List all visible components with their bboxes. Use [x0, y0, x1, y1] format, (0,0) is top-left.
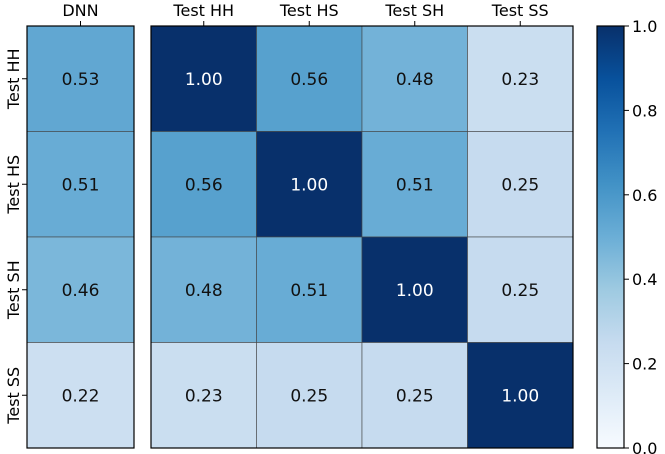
test-cell-value: 0.23	[501, 70, 539, 90]
test-cell-value: 1.00	[290, 175, 328, 195]
test-cell-test-ss-test-sh	[361, 342, 468, 449]
test-cell-test-hs-test-hs	[256, 131, 363, 238]
test-frame	[150, 25, 574, 449]
test-x-label-test-hs: Test HS	[279, 1, 339, 20]
test-cell-value: 0.56	[290, 70, 328, 90]
test-cell-test-ss-test-ss	[467, 342, 574, 449]
test-cell-test-hh-test-hh	[150, 25, 257, 132]
test-x-label-test-ss: Test SS	[491, 1, 549, 20]
test-cell-value: 0.25	[501, 175, 539, 195]
dnn-cell-value: 0.53	[62, 70, 100, 90]
test-cell-value: 0.23	[185, 386, 223, 406]
test-cell-value: 1.00	[396, 281, 434, 301]
dnn-heatmap-panel: 0.53 0.51 0.46 0.22 DNN Test HH Test HS Test SH…	[4, 1, 135, 449]
dnn-cell-test-hs-dnn	[26, 131, 135, 238]
colorbar-tick-label: 0.2	[632, 355, 657, 374]
dnn-y-label-test-hh: Test HH	[4, 48, 23, 110]
test-cell-test-hs-test-sh	[361, 131, 468, 238]
test-cell-test-sh-test-hs	[256, 236, 363, 343]
dnn-cell-value: 0.22	[62, 386, 100, 406]
test-cell-value: 0.25	[290, 386, 328, 406]
dnn-cell-value: 0.51	[62, 175, 100, 195]
test-cell-test-sh-test-sh	[361, 236, 468, 343]
dnn-y-label-test-ss: Test SS	[4, 367, 23, 425]
test-cell-value: 1.00	[185, 70, 223, 90]
colorbar-tick-label: 1.0	[632, 17, 657, 36]
dnn-y-label-test-sh: Test SH	[4, 260, 23, 320]
colorbar-tick-label: 0.4	[632, 270, 657, 289]
test-cell-test-hh-test-hs	[256, 25, 363, 132]
test-cell-test-sh-test-hh	[150, 236, 257, 343]
dnn-cell-test-sh-dnn	[26, 236, 135, 343]
test-cell-test-hh-test-ss	[467, 25, 574, 132]
test-cell-test-hh-test-sh	[361, 25, 468, 132]
colorbar-tick-label: 0.0	[632, 439, 657, 454]
test-cell-test-hs-test-ss	[467, 131, 574, 238]
test-x-label-test-hh: Test HH	[172, 1, 234, 20]
test-cell-value: 0.48	[396, 70, 434, 90]
test-cell-value: 0.48	[185, 281, 223, 301]
test-cell-test-sh-test-ss	[467, 236, 574, 343]
colorbar-tick-label: 0.6	[632, 186, 657, 205]
test-cell-value: 1.00	[501, 386, 539, 406]
test-cell-value: 0.25	[501, 281, 539, 301]
test-cell-value: 0.25	[396, 386, 434, 406]
dnn-cell-value: 0.46	[62, 281, 100, 301]
colorbar: 0.0 0.2 0.4 0.6 0.8 1.0	[596, 17, 657, 454]
dnn-cell-test-hh-dnn	[26, 25, 135, 132]
colorbar-tick-label: 0.8	[632, 101, 657, 120]
test-cell-value: 0.56	[185, 175, 223, 195]
test-cell-value: 0.51	[396, 175, 434, 195]
test-cell-test-ss-test-hh	[150, 342, 257, 449]
colorbar-gradient	[596, 25, 625, 449]
test-cell-value: 0.51	[290, 281, 328, 301]
dnn-cell-test-ss-dnn	[26, 342, 135, 449]
test-x-label-test-sh: Test SH	[384, 1, 444, 20]
test-cell-test-hs-test-hh	[150, 131, 257, 238]
dnn-y-label-test-hs: Test HS	[4, 155, 23, 215]
test-heatmap-panel: 1.00 0.56 0.48 0.23 0.56 1.00 0.51 0.25 0.48 0.51…	[150, 1, 574, 449]
dnn-x-label-dnn: DNN	[62, 1, 98, 20]
